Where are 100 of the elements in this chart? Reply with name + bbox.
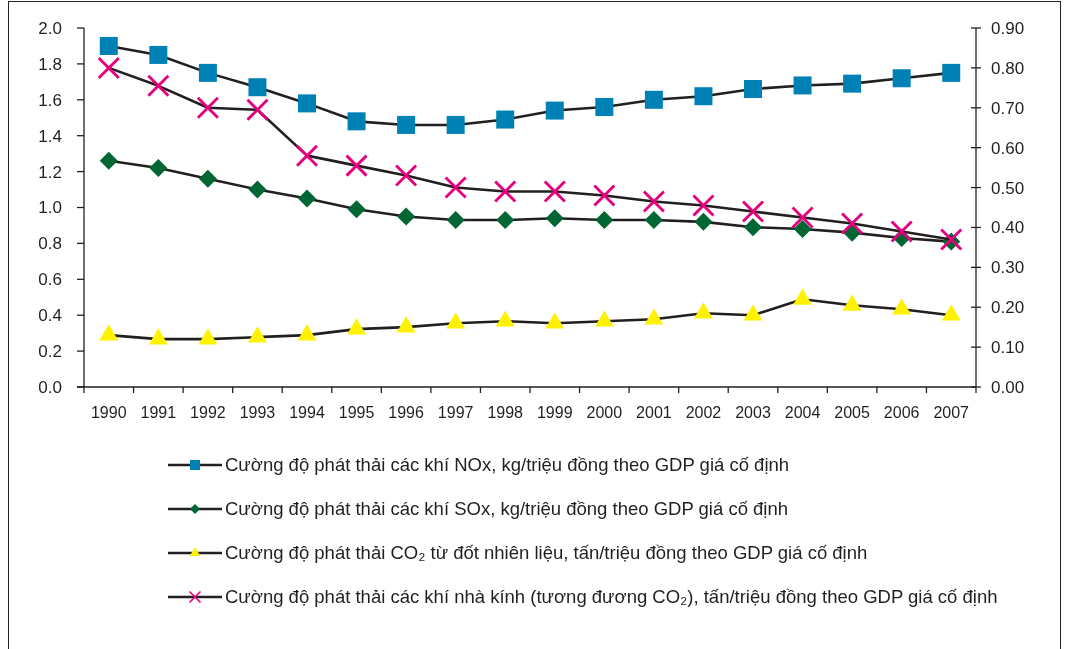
x-tick-label: 1997	[437, 404, 474, 421]
point	[149, 159, 168, 178]
y-tick-label: 0.0	[38, 377, 62, 397]
x-tick-label: 2000	[586, 404, 623, 421]
point	[397, 207, 416, 226]
point	[892, 69, 911, 88]
point	[595, 211, 614, 230]
y2-tick-label: 0.80	[991, 58, 1025, 78]
point	[298, 189, 316, 208]
y2-tick-label: 0.70	[991, 98, 1025, 118]
point	[842, 294, 862, 311]
y-tick-label: 1.4	[38, 126, 62, 146]
y2-tick-label: 0.90	[991, 18, 1025, 38]
point	[297, 324, 317, 341]
point	[495, 310, 515, 327]
point	[496, 211, 515, 230]
y-tick-label: 1.8	[38, 54, 62, 74]
point	[347, 112, 366, 131]
point	[890, 220, 914, 243]
y-tick-label: 2.0	[38, 18, 62, 38]
y-tick-label: 1.0	[38, 198, 62, 218]
x-tick-label: 2004	[784, 404, 821, 421]
point	[545, 312, 565, 329]
x-tick-label: 2007	[933, 404, 970, 421]
point	[644, 90, 663, 109]
point	[493, 180, 517, 203]
x-tick-label: 2006	[883, 404, 920, 421]
x-tick-label: 1999	[536, 404, 573, 421]
x-tick-label: 2005	[834, 404, 871, 421]
point	[246, 98, 269, 122]
y-tick-label: 0.2	[38, 342, 62, 362]
point	[743, 304, 763, 321]
point	[793, 220, 812, 239]
point	[592, 184, 616, 207]
legend-label: Cường độ phát thải các khí nhà kính (tương đương CO₂), tấn/triệu đồng theo GDP giá cố định	[225, 586, 998, 608]
point	[644, 211, 663, 230]
point	[248, 180, 267, 199]
point	[744, 218, 762, 237]
point	[397, 115, 416, 134]
point	[595, 97, 614, 116]
point	[446, 211, 465, 230]
point	[345, 154, 368, 178]
point	[196, 96, 220, 120]
point	[99, 151, 118, 170]
x-tick-label: 1991	[140, 404, 177, 421]
y-tick-label: 1.6	[38, 90, 62, 110]
point	[496, 110, 515, 129]
point	[99, 36, 118, 55]
point	[545, 209, 564, 228]
point	[942, 63, 961, 82]
point	[543, 180, 567, 203]
point	[347, 318, 367, 335]
legend-label: Cường độ phát thải các khí SOx, kg/triệu đồng theo GDP giá cố định	[225, 498, 789, 520]
point	[793, 76, 812, 95]
point	[693, 302, 713, 319]
x-tick-label: 1992	[190, 404, 226, 421]
point	[149, 45, 168, 64]
point	[295, 144, 319, 168]
point	[148, 328, 168, 345]
point	[146, 74, 170, 98]
y-tick-label: 1.2	[38, 162, 62, 182]
point	[594, 310, 614, 327]
x-tick-label: 1990	[90, 404, 127, 421]
point	[843, 74, 862, 93]
x-tick-label: 1994	[289, 404, 325, 421]
point	[793, 288, 813, 305]
point	[247, 326, 267, 343]
y2-tick-label: 0.10	[991, 338, 1025, 358]
point	[446, 115, 465, 134]
point	[840, 212, 864, 235]
point	[248, 78, 267, 97]
y2-tick-label: 0.30	[991, 258, 1025, 278]
point	[446, 312, 466, 329]
point	[694, 87, 713, 106]
x-tick-label: 2001	[636, 404, 672, 421]
point	[198, 63, 217, 82]
legend-label: Cường độ phát thải CO₂ từ đốt nhiên liệu, tấn/triệu đồng theo GDP giá cố định	[225, 542, 868, 564]
y2-tick-label: 0.00	[991, 377, 1025, 397]
point	[744, 80, 762, 99]
point	[644, 308, 664, 325]
x-tick-label: 2003	[735, 404, 771, 421]
point	[396, 316, 416, 333]
point	[97, 56, 121, 80]
point	[939, 227, 963, 251]
y2-tick-label: 0.60	[991, 138, 1025, 158]
point	[198, 328, 218, 345]
point	[347, 200, 366, 219]
point	[892, 298, 912, 315]
point	[394, 164, 418, 188]
x-tick-label: 1998	[487, 404, 524, 421]
point	[298, 94, 316, 113]
point	[694, 212, 713, 231]
y-tick-label: 0.8	[38, 234, 62, 254]
point	[99, 324, 119, 341]
point	[444, 176, 468, 199]
point	[545, 101, 564, 120]
point	[642, 190, 666, 213]
point	[941, 304, 961, 321]
x-tick-label: 1996	[388, 404, 425, 421]
y-tick-label: 0.6	[38, 270, 62, 290]
